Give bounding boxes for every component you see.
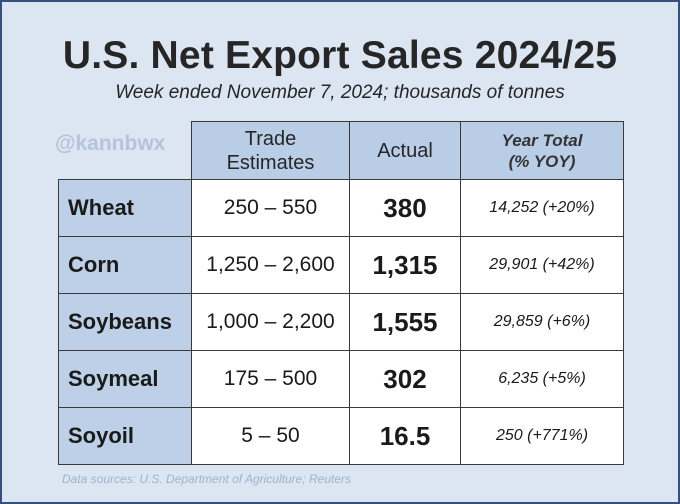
year-total-cell: 250 (+771%): [460, 407, 624, 465]
trade-estimates-cell: 1,250 – 2,600: [191, 236, 350, 294]
header-year-total: Year Total (% YOY): [460, 121, 624, 180]
header-year-line1: Year Total: [501, 130, 583, 150]
author-handle: @kannbwx: [55, 132, 166, 155]
table-body: Wheat 250 – 550 380 14,252 (+20%) Corn 1,250 …: [58, 179, 624, 465]
actual-value-cell: 302: [349, 350, 461, 408]
trade-estimates-cell: 5 – 50: [191, 407, 350, 465]
year-total-cell: 29,859 (+6%): [460, 293, 624, 351]
header-year-line2: (% YOY): [508, 151, 576, 171]
chart-title: U.S. Net Export Sales 2024/25: [62, 34, 618, 77]
table-row: Soymeal 175 – 500 302 6,235 (+5%): [58, 350, 624, 408]
table-row: Soyoil 5 – 50 16.5 250 (+771%): [58, 407, 624, 465]
actual-value-cell: 1,315: [349, 236, 461, 294]
actual-value-cell: 380: [349, 179, 461, 237]
header-actual: Actual: [349, 121, 461, 180]
crop-label-cell: Soymeal: [58, 350, 192, 408]
crop-label-cell: Soyoil: [58, 407, 192, 465]
crop-label-cell: Wheat: [58, 179, 192, 237]
header-corner: [59, 122, 192, 180]
crop-label-cell: Corn: [58, 236, 192, 294]
actual-value-cell: 16.5: [349, 407, 461, 465]
chart-subtitle: Week ended November 7, 2024; thousands o…: [115, 82, 565, 103]
trade-estimates-cell: 250 – 550: [191, 179, 350, 237]
year-total-cell: 14,252 (+20%): [460, 179, 624, 237]
data-source-note: Data sources: U.S. Department of Agricul…: [62, 472, 352, 486]
trade-estimates-cell: 1,000 – 2,200: [191, 293, 350, 351]
table-row: Corn 1,250 – 2,600 1,315 29,901 (+42%): [58, 236, 624, 294]
header-trade-estimates: Trade Estimates: [191, 121, 350, 180]
header-trade-line1: Trade: [244, 127, 297, 150]
header-row: Trade Estimates Actual Year Total (% YOY…: [59, 121, 624, 180]
table-row: Soybeans 1,000 – 2,200 1,555 29,859 (+6%): [58, 293, 624, 351]
year-total-cell: 6,235 (+5%): [460, 350, 624, 408]
table-row: Wheat 250 – 550 380 14,252 (+20%): [58, 179, 624, 237]
actual-value-cell: 1,555: [349, 293, 461, 351]
year-total-cell: 29,901 (+42%): [460, 236, 624, 294]
crop-label-cell: Soybeans: [58, 293, 192, 351]
trade-estimates-cell: 175 – 500: [191, 350, 350, 408]
header-trade-line2: Estimates: [226, 151, 315, 174]
export-sales-table: Trade Estimates Actual Year Total (% YOY…: [58, 121, 624, 465]
